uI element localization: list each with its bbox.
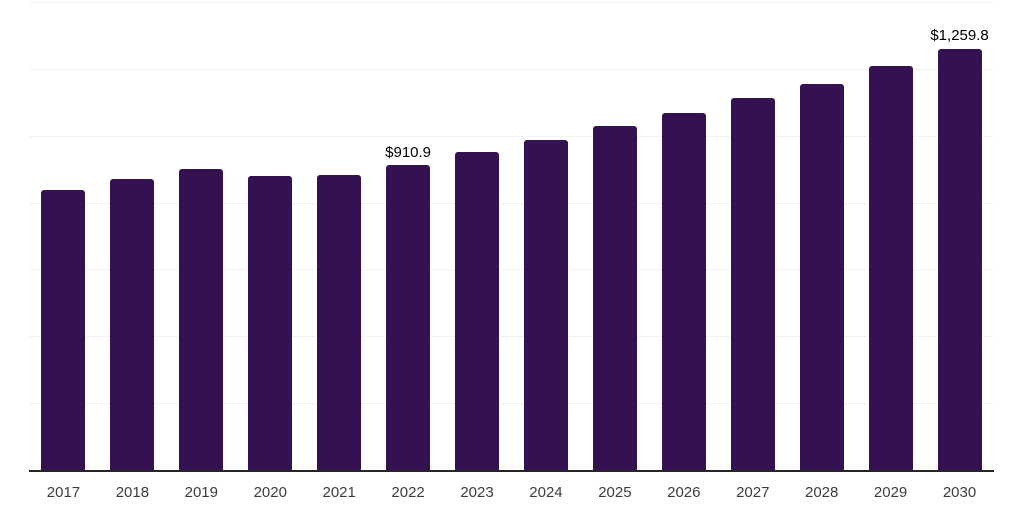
bar-2020[interactable] bbox=[248, 175, 293, 470]
bar-2022[interactable] bbox=[386, 165, 431, 470]
x-tick-2026: 2026 bbox=[667, 484, 701, 501]
bar-2024[interactable] bbox=[523, 140, 568, 470]
x-axis-line bbox=[29, 470, 994, 472]
gridline-600 bbox=[29, 269, 994, 271]
value-label-2022: $910.9 bbox=[385, 143, 432, 161]
x-tick-2028: 2028 bbox=[804, 484, 839, 501]
x-tick-2018: 2018 bbox=[115, 484, 150, 501]
bar-2029[interactable] bbox=[868, 66, 913, 470]
x-tick-2025: 2025 bbox=[598, 484, 632, 501]
x-tick-2022: 2022 bbox=[391, 484, 425, 501]
gridline-1000 bbox=[29, 135, 994, 137]
bar-2027[interactable] bbox=[730, 98, 775, 470]
bar-2023[interactable] bbox=[455, 152, 500, 470]
x-tick-2024: 2024 bbox=[529, 484, 563, 501]
bar-2018[interactable] bbox=[110, 179, 155, 470]
gridline-1200 bbox=[29, 68, 994, 70]
gridline-200 bbox=[29, 403, 994, 405]
value-label-2030: $1,259.8 bbox=[930, 26, 989, 44]
bar-2025[interactable] bbox=[592, 126, 637, 470]
gridline-1400 bbox=[29, 2, 994, 3]
x-tick-2023: 2023 bbox=[460, 484, 494, 501]
x-tick-2027: 2027 bbox=[736, 484, 770, 501]
x-tick-2029: 2029 bbox=[873, 484, 908, 501]
x-tick-2017: 2017 bbox=[46, 484, 81, 501]
bar-2026[interactable] bbox=[661, 113, 706, 470]
x-tick-2020: 2020 bbox=[253, 484, 287, 501]
gridline-400 bbox=[29, 336, 994, 338]
bar-2019[interactable] bbox=[179, 168, 224, 470]
bar-2030[interactable] bbox=[937, 48, 982, 470]
bar-2028[interactable] bbox=[799, 84, 844, 470]
x-tick-2019: 2019 bbox=[184, 484, 218, 501]
x-tick-2021: 2021 bbox=[322, 484, 356, 501]
gridline-800 bbox=[29, 202, 994, 204]
bar-2017[interactable] bbox=[41, 189, 86, 470]
bar-2021[interactable] bbox=[317, 174, 362, 470]
x-tick-2030: 2030 bbox=[942, 484, 977, 501]
